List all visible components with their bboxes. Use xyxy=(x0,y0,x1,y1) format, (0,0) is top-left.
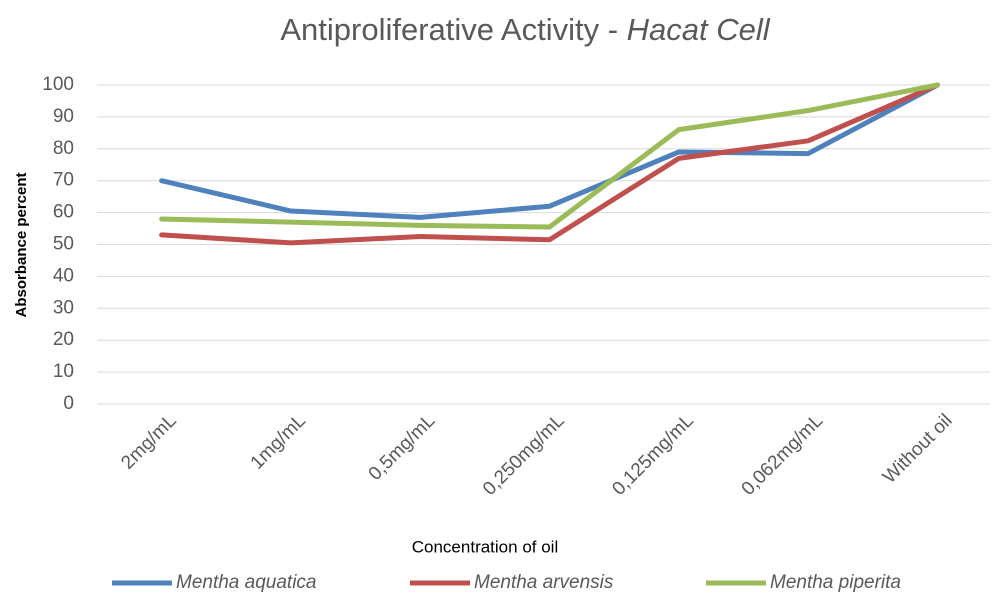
y-tick-label: 40 xyxy=(53,265,74,286)
x-tick-label: 1mg/mL xyxy=(247,410,310,473)
y-tick-label: 70 xyxy=(53,170,74,191)
chart-title: Antiproliferative Activity - Hacat Cell xyxy=(280,12,770,47)
legend-label: Mentha arvensis xyxy=(474,572,614,593)
series-line xyxy=(159,82,940,220)
y-tick-label: 30 xyxy=(53,297,74,318)
y-tick-label: 80 xyxy=(53,138,74,159)
y-tick-label: 90 xyxy=(53,106,74,127)
y-tick-label: 100 xyxy=(42,74,74,95)
y-tick-label: 0 xyxy=(63,393,74,414)
x-tick-label: 0,250mg/mL xyxy=(479,410,569,500)
x-tick-label: 0,5mg/mL xyxy=(365,410,440,485)
y-tick-label: 20 xyxy=(53,329,74,350)
y-tick-label: 10 xyxy=(53,361,74,382)
legend-label: Mentha aquatica xyxy=(176,572,317,593)
x-tick-label: 0,062mg/mL xyxy=(738,410,828,500)
y-tick-label: 50 xyxy=(53,234,74,255)
y-tick-label: 60 xyxy=(53,202,74,223)
y-axis-label: Absorbance percent xyxy=(13,172,30,317)
legend-label: Mentha piperita xyxy=(770,572,901,593)
title-main: Antiproliferative Activity - xyxy=(280,12,618,47)
series-line xyxy=(159,82,940,246)
x-tick-label: Without oil xyxy=(879,410,957,488)
x-axis-label: Concentration of oil xyxy=(412,537,558,556)
x-tick-label: 2mg/mL xyxy=(117,410,180,473)
title-italic: Hacat Cell xyxy=(627,12,771,47)
series-line xyxy=(159,82,940,230)
x-tick-label: 0,125mg/mL xyxy=(608,410,698,500)
